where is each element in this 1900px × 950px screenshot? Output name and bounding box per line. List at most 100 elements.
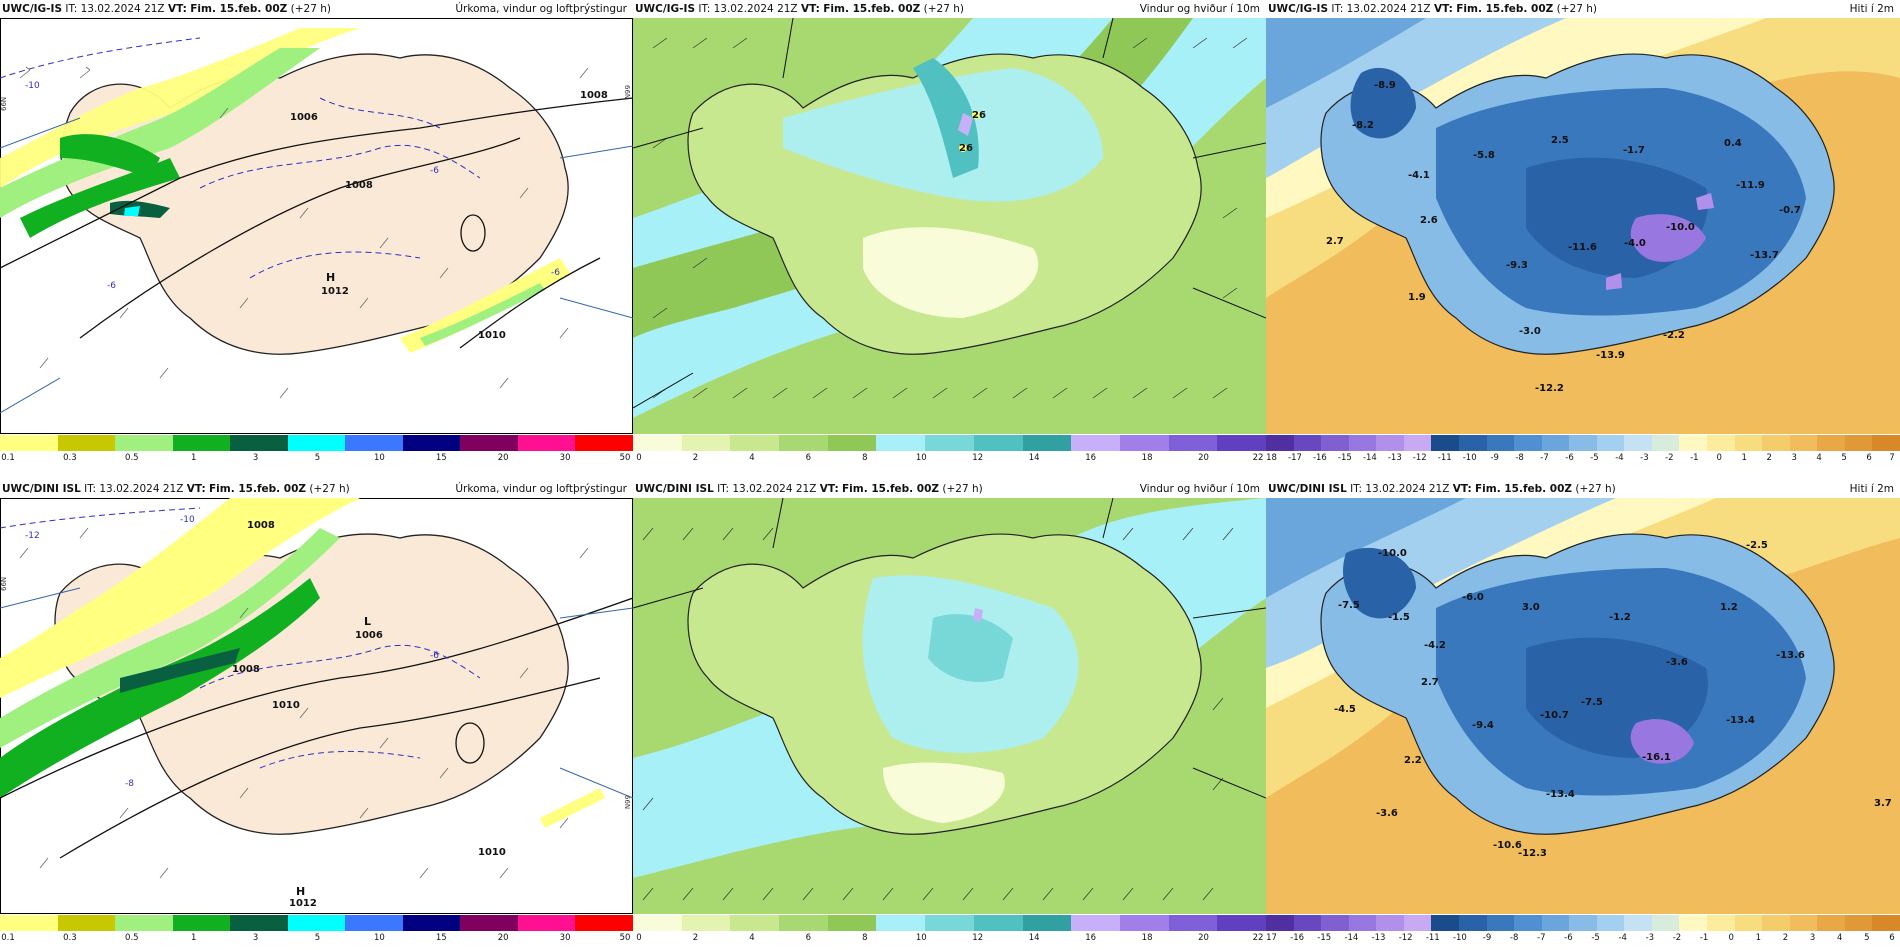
panel-title: Vindur og hviður í 10m (1139, 3, 1260, 15)
colorbar-swatch (730, 915, 780, 931)
temp-colorbar (1266, 435, 1900, 451)
svg-text:-0.7: -0.7 (1779, 205, 1801, 216)
temp-map[interactable]: -10.0 -2.5 -7.5 -1.5 -6.0 3.0 -1.2 1.2 -… (1266, 498, 1900, 914)
wind-map[interactable]: 26 26 (633, 18, 1266, 434)
svg-text:-13.4: -13.4 (1546, 789, 1575, 800)
colorbar-swatch (730, 435, 780, 451)
colorbar-swatch (1872, 435, 1900, 451)
colorbar-tick-label: 4 (1816, 453, 1822, 463)
colorbar-swatch (1119, 435, 1169, 451)
colorbar-swatch (1376, 435, 1404, 451)
colorbar-swatch (115, 435, 173, 451)
colorbar-swatch (1403, 915, 1432, 931)
colorbar-swatch (1596, 915, 1625, 931)
wind-colorbar (633, 435, 1266, 451)
colorbar-tick-label: -9 (1490, 453, 1499, 463)
colorbar-tick-label: 0.1 (1, 933, 15, 943)
svg-text:0.4: 0.4 (1724, 138, 1742, 149)
high-pressure-value: 1012 (289, 898, 317, 909)
panel-title: Hiti í 2m (1849, 3, 1894, 15)
temp-panel-top: UWC/IG-IS IT: 13.02.2024 21Z VT: Fim. 15… (1266, 0, 1900, 470)
colorbar-swatch (287, 435, 346, 451)
colorbar-tick-label: -4 (1618, 933, 1627, 943)
svg-text:-11.6: -11.6 (1568, 242, 1597, 253)
colorbar-swatch (1762, 915, 1790, 931)
svg-text:-2.5: -2.5 (1746, 540, 1768, 551)
svg-text:-12.3: -12.3 (1518, 848, 1547, 859)
panel-header: UWC/DINI ISL IT: 13.02.2024 21Z VT: Fim.… (1266, 480, 1900, 498)
colorbar-swatch (1596, 435, 1625, 451)
colorbar-swatch (925, 435, 974, 451)
wind-panel-bottom: UWC/DINI ISL IT: 13.02.2024 21Z VT: Fim.… (633, 480, 1266, 950)
precip-map[interactable]: H 1012 1006 1008 1010 1008 -10 -6 -6 -6 … (0, 18, 633, 434)
temp-panel-bottom: UWC/DINI ISL IT: 13.02.2024 21Z VT: Fim.… (1266, 480, 1900, 950)
high-pressure-label: H (296, 885, 305, 898)
colorbar-tick-label: 22 (1252, 453, 1264, 463)
colorbar-swatch (172, 435, 231, 451)
colorbar-swatch (1734, 915, 1763, 931)
panel-title: Úrkoma, vindur og loftþrýstingur (455, 483, 627, 495)
precip-colorbar-ticks: 0.1 0.3 0.5 1 3 5 10 15 20 30 50 (0, 933, 633, 945)
colorbar-swatch (1707, 915, 1735, 931)
colorbar-swatch (1541, 915, 1570, 931)
colorbar-swatch (1022, 435, 1072, 451)
colorbar-swatch (1168, 915, 1218, 931)
svg-text:-10.7: -10.7 (1540, 710, 1569, 721)
svg-text:-13.7: -13.7 (1750, 250, 1779, 261)
wind-map[interactable] (633, 498, 1266, 914)
colorbar-tick-label: -10 (1462, 453, 1477, 463)
precip-map[interactable]: L 1006 H 1012 1008 1008 1010 1010 -12 -1… (0, 498, 633, 914)
svg-text:66N: 66N (0, 97, 8, 111)
colorbar-tick-label: 16 (1085, 453, 1097, 463)
colorbar-swatch (1624, 915, 1652, 931)
colorbar-swatch (681, 915, 731, 931)
colorbar-tick-label: -5 (1591, 933, 1600, 943)
colorbar-tick-label: 2 (692, 453, 699, 463)
svg-text:1010: 1010 (478, 330, 506, 341)
svg-text:-5.8: -5.8 (1473, 150, 1495, 161)
svg-text:-10: -10 (180, 515, 195, 525)
colorbar-swatch (925, 915, 974, 931)
colorbar-swatch (345, 915, 403, 931)
low-pressure-value: 1006 (355, 630, 383, 641)
colorbar-tick-label: 0.5 (125, 453, 139, 463)
colorbar-swatch (1266, 915, 1294, 931)
colorbar-tick-label: 2 (1766, 453, 1772, 463)
wind-colorbar (633, 915, 1266, 931)
colorbar-tick-label: 2 (1782, 933, 1789, 943)
model-name: UWC/DINI ISL (2, 483, 81, 495)
colorbar-swatch (1817, 915, 1845, 931)
gust-label: 26 (959, 143, 973, 154)
colorbar-tick-label: 6 (1866, 453, 1872, 463)
svg-text:-6.0: -6.0 (1462, 592, 1484, 603)
colorbar-swatch (1844, 435, 1873, 451)
svg-text:-4.2: -4.2 (1424, 640, 1446, 651)
colorbar-swatch (1403, 435, 1432, 451)
svg-text:1008: 1008 (232, 664, 260, 675)
colorbar-tick-label: 4 (749, 933, 755, 943)
colorbar-tick-label: -16 (1290, 933, 1305, 943)
colorbar-tick-label: 18 (1141, 453, 1153, 463)
colorbar-tick-label: -2 (1665, 453, 1674, 463)
colorbar-swatch (1789, 915, 1818, 931)
colorbar-swatch (1514, 915, 1542, 931)
precip-colorbar-ticks: 0.1 0.3 0.5 1 3 5 10 15 20 30 50 (0, 453, 633, 465)
svg-text:-4.5: -4.5 (1334, 704, 1356, 715)
svg-text:-6: -6 (430, 651, 439, 661)
svg-text:-13.4: -13.4 (1726, 715, 1755, 726)
colorbar-swatch (1119, 915, 1169, 931)
colorbar-swatch (1266, 435, 1294, 451)
colorbar-swatch (1844, 915, 1873, 931)
colorbar-swatch (1217, 915, 1266, 931)
colorbar-tick-label: -6 (1564, 933, 1573, 943)
colorbar-swatch (1431, 435, 1459, 451)
colorbar-swatch (1321, 915, 1349, 931)
temp-map[interactable]: -8.9 -8.2 -5.8 2.5 -1.7 0.4 -4.1 -11.9 -… (1266, 18, 1900, 434)
svg-text:-8.9: -8.9 (1374, 80, 1396, 91)
colorbar-tick-label: 6 (1889, 933, 1895, 943)
colorbar-tick-label: 0 (636, 933, 642, 943)
colorbar-tick-label: 4 (1837, 933, 1843, 943)
svg-text:1010: 1010 (272, 700, 300, 711)
svg-text:-2.2: -2.2 (1663, 330, 1685, 341)
temp-colorbar-ticks: -17-16-15-14-13-12-11-10-9-8-7-6-5-4-3-2… (1266, 933, 1900, 945)
